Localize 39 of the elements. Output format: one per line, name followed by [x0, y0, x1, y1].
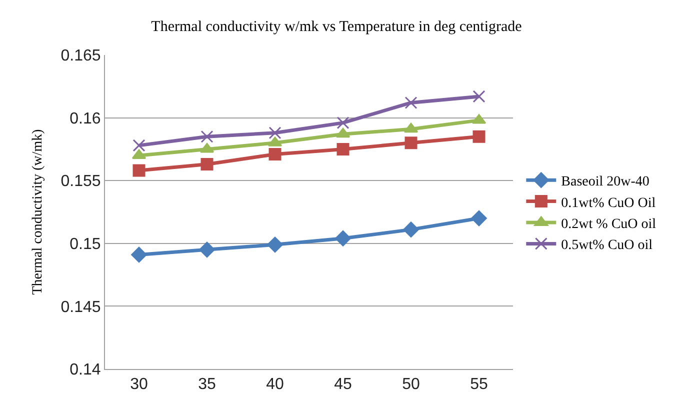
point: [471, 210, 487, 226]
legend-label: 0.5wt% CuO oil: [561, 238, 653, 254]
point: [404, 96, 418, 109]
y-tick-label: 0.16: [70, 110, 101, 128]
point: [267, 236, 283, 253]
legend-label: Baseoil 20w-40: [561, 174, 650, 190]
x-tick-label: 55: [470, 376, 488, 394]
legend-label: 0.1wt% CuO Oil: [561, 196, 656, 211]
point: [336, 116, 350, 130]
point: [472, 130, 486, 143]
x-tick-label: 40: [266, 376, 284, 394]
point: [404, 122, 418, 133]
y-tick-label: 0.145: [60, 298, 101, 316]
legend-label: 0.2wt % CuO oil: [561, 216, 656, 232]
y-axis-title: Thermal conductivity (w/mk): [30, 128, 46, 295]
point: [200, 130, 214, 143]
point: [404, 136, 418, 150]
y-tick-label: 0.165: [60, 48, 101, 65]
point: [199, 242, 215, 258]
point: [200, 142, 214, 153]
point: [132, 139, 146, 152]
y-tick-label: 0.15: [70, 236, 101, 253]
x-tick-label: 45: [334, 376, 352, 394]
point: [335, 230, 351, 246]
x-tick-label: 35: [198, 376, 216, 394]
point: [336, 142, 350, 156]
point: [268, 126, 282, 140]
chart-title: Thermal conductivity w/mk vs Temperature in deg centigrade: [151, 18, 522, 35]
point: [200, 158, 214, 171]
x-tick-label: 50: [402, 376, 420, 394]
point: [472, 90, 486, 103]
point: [132, 164, 146, 177]
point: [268, 148, 282, 160]
x-tick-label: 30: [130, 376, 148, 394]
point: [131, 246, 147, 263]
point: [336, 128, 350, 138]
y-tick-label: 0.14: [70, 362, 101, 379]
point: [403, 222, 419, 238]
y-tick-label: 0.155: [60, 173, 101, 190]
